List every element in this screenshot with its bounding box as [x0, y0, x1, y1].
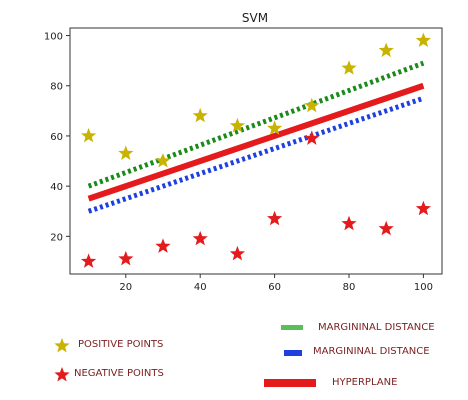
chart-title: SVM — [242, 11, 268, 25]
negative-point — [118, 250, 134, 266]
plot-frame — [69, 27, 443, 275]
negative-point — [378, 220, 394, 236]
y-tick-label: 80 — [50, 82, 63, 93]
x-tick-label: 40 — [194, 282, 207, 293]
hyperplane-line — [87, 82, 425, 202]
positive-point — [267, 120, 283, 135]
negative-point — [81, 253, 97, 268]
negative-point — [415, 200, 431, 216]
margin-line — [87, 60, 425, 189]
y-tick-label: 100 — [44, 32, 63, 43]
y-tick-label: 20 — [50, 232, 63, 243]
negative-point — [341, 215, 357, 231]
negative-point — [155, 238, 171, 253]
y-tick-label: 60 — [50, 132, 63, 143]
legend-negative-star — [54, 367, 70, 382]
legend-label-negative: NEGATIVE POINTS — [74, 368, 164, 379]
positive-point — [415, 32, 431, 47]
x-tick-label: 100 — [414, 282, 433, 293]
positive-point — [118, 145, 134, 160]
positive-point — [341, 60, 357, 75]
negative-point — [267, 210, 283, 226]
positive-point — [192, 107, 208, 123]
y-tick-label: 40 — [50, 182, 63, 193]
negative-point — [192, 230, 208, 246]
legend-label-margin-blue: MARGININAL DISTANCE — [313, 346, 430, 357]
x-tick-label: 80 — [343, 282, 356, 293]
legend-label-hyperplane: HYPERPLANE — [332, 377, 398, 388]
legend-margin-green-swatch — [281, 325, 303, 330]
negative-point — [304, 130, 320, 145]
positive-point — [304, 97, 320, 113]
x-tick-label: 20 — [119, 282, 132, 293]
margin-line — [87, 95, 425, 214]
positive-point — [155, 153, 171, 168]
legend-margin-blue-swatch — [284, 350, 302, 356]
positive-point — [81, 127, 97, 143]
negative-point — [229, 245, 245, 261]
legend-hyperplane-swatch — [264, 379, 316, 387]
positive-point — [378, 42, 394, 58]
legend-label-margin-green: MARGININAL DISTANCE — [318, 322, 435, 333]
legend-label-positive: POSITIVE POINTS — [78, 339, 164, 350]
legend-positive-star — [54, 338, 70, 353]
positive-point — [229, 117, 245, 133]
x-tick-label: 60 — [268, 282, 281, 293]
